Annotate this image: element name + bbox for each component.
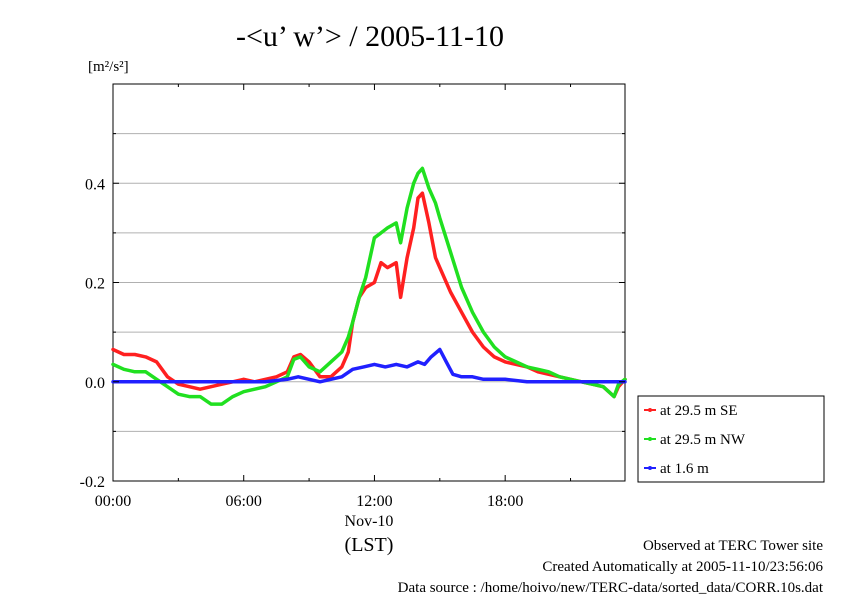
legend-label: at 1.6 m bbox=[660, 461, 709, 477]
x-tick-label: 00:00 bbox=[95, 493, 131, 510]
x-axis-timezone-label: (LST) bbox=[345, 534, 394, 556]
y-axis-unit: [m²/s²] bbox=[88, 59, 129, 75]
legend-label: at 29.5 m SE bbox=[660, 403, 738, 419]
y-tick-label: -0.2 bbox=[80, 474, 105, 491]
x-tick-label: 06:00 bbox=[225, 493, 261, 510]
x-axis-date-label: Nov-10 bbox=[345, 513, 394, 530]
y-tick-label: 0.4 bbox=[85, 176, 105, 193]
legend-label: at 29.5 m NW bbox=[660, 432, 746, 448]
x-tick-label: 12:00 bbox=[356, 493, 392, 510]
tick-layer: -0.2 0.0 0.2 0.4 00:00 06:00 12:00 18:00 bbox=[80, 84, 625, 510]
x-tick-label: 18:00 bbox=[487, 493, 523, 510]
series-line-2 bbox=[111, 166, 627, 406]
legend-marker bbox=[648, 437, 652, 441]
legend-marker bbox=[648, 408, 652, 412]
legend: at 29.5 m SE at 29.5 m NW at 1.6 m bbox=[644, 403, 746, 477]
footer-source: Data source : /home/hoivo/new/TERC-data/… bbox=[398, 580, 824, 595]
legend-box bbox=[637, 395, 825, 483]
chart-title: -<u’ w’> / 2005-11-10 bbox=[236, 20, 504, 53]
y-tick-label: 0.0 bbox=[85, 375, 105, 392]
series-layer bbox=[111, 166, 627, 406]
footer-site: Observed at TERC Tower site bbox=[643, 538, 823, 554]
y-tick-label: 0.2 bbox=[85, 276, 105, 293]
series-line-3 bbox=[111, 347, 627, 384]
footer-created: Created Automatically at 2005-11-10/23:5… bbox=[542, 559, 823, 575]
legend-marker bbox=[648, 466, 652, 470]
